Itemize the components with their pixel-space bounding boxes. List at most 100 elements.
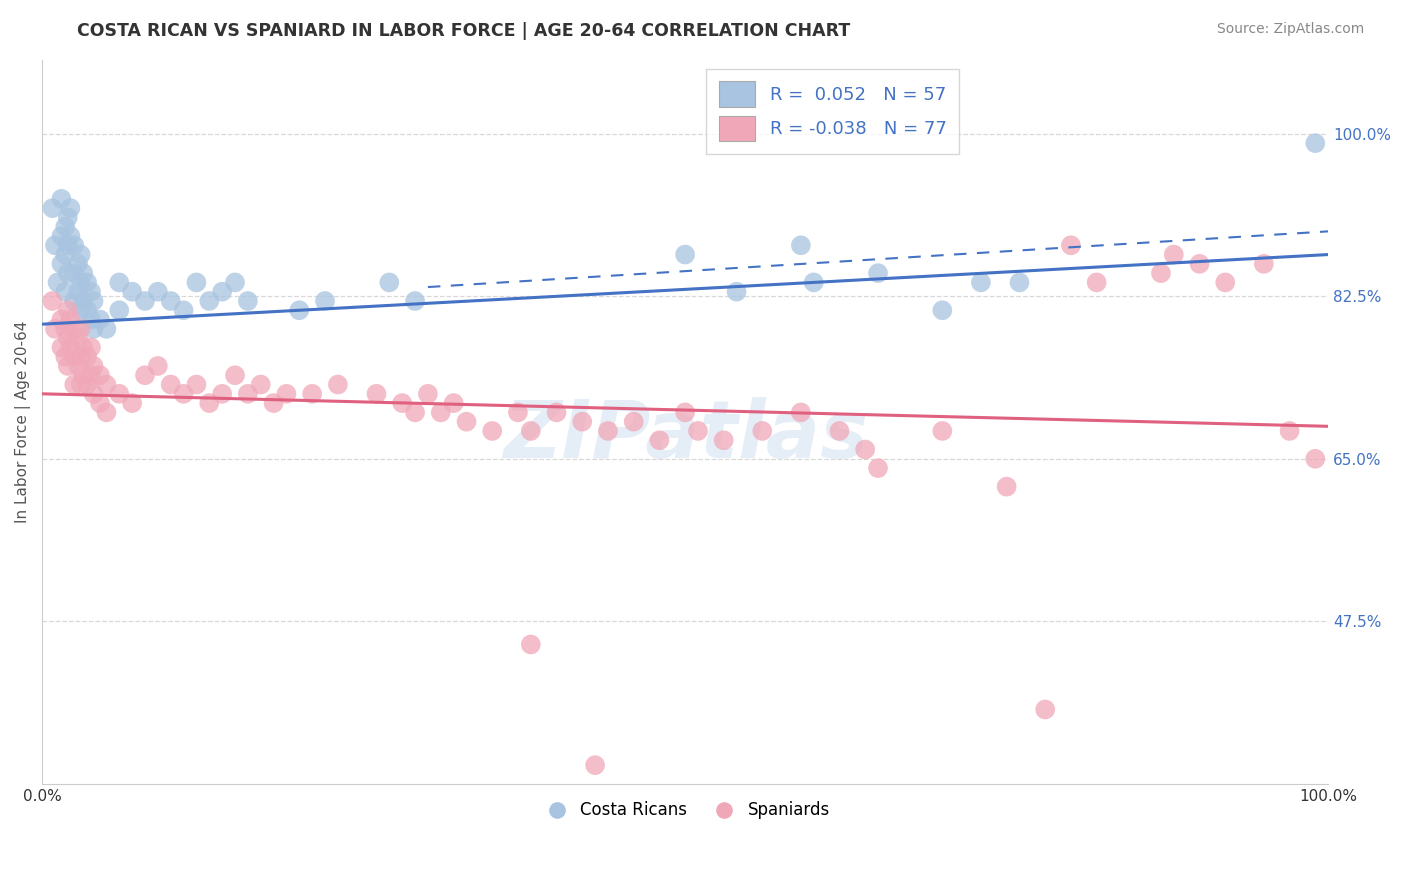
Point [89, 396, 111, 410]
Point [1278, 424, 1301, 438]
Point [713, 434, 735, 448]
Point [72, 266, 94, 280]
Point [314, 293, 336, 308]
Point [211, 285, 233, 299]
Point [72, 368, 94, 383]
Point [56, 266, 79, 280]
Point [44, 322, 66, 336]
Point [276, 386, 298, 401]
Point [53, 285, 76, 299]
Point [506, 405, 529, 419]
Point [198, 293, 221, 308]
Point [108, 386, 131, 401]
Point [63, 377, 86, 392]
Point [96, 322, 118, 336]
Point [263, 396, 285, 410]
Point [51, 340, 73, 354]
Point [80, 312, 103, 326]
Point [108, 303, 131, 318]
Point [108, 276, 131, 290]
Point [404, 293, 426, 308]
Point [72, 293, 94, 308]
Point [69, 276, 91, 290]
Point [378, 276, 401, 290]
Point [853, 442, 876, 457]
Point [391, 396, 413, 410]
Text: ZIPatlas: ZIPatlas [502, 397, 868, 475]
Point [56, 238, 79, 252]
Point [80, 340, 103, 354]
Point [546, 405, 568, 419]
Point [59, 340, 82, 354]
Point [931, 424, 953, 438]
Point [56, 331, 79, 345]
Point [1033, 702, 1056, 716]
Point [1163, 247, 1185, 261]
Point [1253, 257, 1275, 271]
Point [288, 303, 311, 318]
Point [146, 285, 169, 299]
Point [1150, 266, 1173, 280]
Point [623, 415, 645, 429]
Point [866, 461, 889, 475]
Point [63, 293, 86, 308]
Point [803, 276, 825, 290]
Legend: Costa Ricans, Spaniards: Costa Ricans, Spaniards [534, 795, 837, 826]
Point [76, 377, 98, 392]
Point [89, 368, 111, 383]
Point [790, 238, 813, 252]
Point [1213, 276, 1236, 290]
Point [249, 377, 271, 392]
Point [67, 331, 90, 345]
Point [146, 359, 169, 373]
Point [866, 266, 889, 280]
Point [1303, 451, 1326, 466]
Point [76, 303, 98, 318]
Point [96, 405, 118, 419]
Point [366, 386, 388, 401]
Point [51, 229, 73, 244]
Point [224, 368, 246, 383]
Point [53, 350, 76, 364]
Point [89, 312, 111, 326]
Point [69, 303, 91, 318]
Point [59, 229, 82, 244]
Point [198, 396, 221, 410]
Point [69, 247, 91, 261]
Point [83, 359, 105, 373]
Point [67, 359, 90, 373]
Point [63, 322, 86, 336]
Point [83, 322, 105, 336]
Point [51, 257, 73, 271]
Point [571, 415, 593, 429]
Point [236, 386, 259, 401]
Point [134, 368, 156, 383]
Point [76, 276, 98, 290]
Point [41, 293, 63, 308]
Point [416, 386, 439, 401]
Point [173, 386, 195, 401]
Point [186, 377, 208, 392]
Point [121, 285, 143, 299]
Point [301, 386, 323, 401]
Y-axis label: In Labor Force | Age 20-64: In Labor Force | Age 20-64 [15, 320, 31, 523]
Point [1303, 136, 1326, 150]
Point [121, 396, 143, 410]
Point [326, 377, 349, 392]
Point [1188, 257, 1211, 271]
Point [134, 293, 156, 308]
Point [41, 201, 63, 215]
Text: COSTA RICAN VS SPANIARD IN LABOR FORCE | AGE 20-64 CORRELATION CHART: COSTA RICAN VS SPANIARD IN LABOR FORCE |… [77, 22, 851, 40]
Point [69, 322, 91, 336]
Point [443, 396, 465, 410]
Point [1060, 238, 1083, 252]
Point [44, 238, 66, 252]
Point [828, 424, 851, 438]
Point [46, 276, 69, 290]
Point [63, 266, 86, 280]
Point [69, 377, 91, 392]
Point [51, 192, 73, 206]
Point [583, 758, 606, 772]
Point [520, 638, 543, 652]
Point [623, 805, 645, 819]
